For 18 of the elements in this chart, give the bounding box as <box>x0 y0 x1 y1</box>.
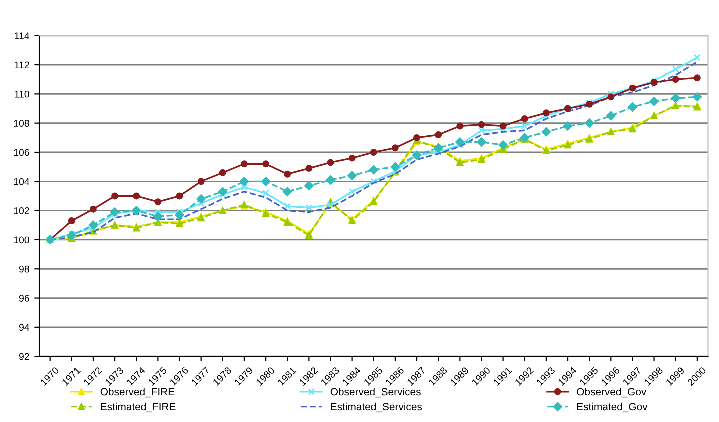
y-tick-label: 100 <box>14 236 30 244</box>
legend-label: Observed_Services <box>330 388 421 398</box>
y-tick-label: 106 <box>14 149 30 156</box>
y-tick-label: 108 <box>14 120 30 127</box>
legend-label: Estimated_FIRE <box>101 402 176 413</box>
y-tick-label: 112 <box>15 62 30 69</box>
y-tick-label: 114 <box>15 32 30 40</box>
legend-label: Estimated_Services <box>331 402 422 413</box>
legend-label: Estimated_Gov <box>577 402 648 413</box>
y-tick-label: 98 <box>19 266 30 273</box>
legend-label: Observed_FIRE <box>100 388 175 398</box>
y-tick-label: 110 <box>15 90 30 98</box>
legend-label: Observed_Gov <box>577 388 647 398</box>
y-tick-label: 96 <box>19 295 30 302</box>
y-tick-label: 104 <box>14 178 30 186</box>
y-tick-label: 94 <box>19 324 30 332</box>
y-tick-label: 102 <box>14 208 30 214</box>
y-tick-label: 92 <box>19 353 30 360</box>
